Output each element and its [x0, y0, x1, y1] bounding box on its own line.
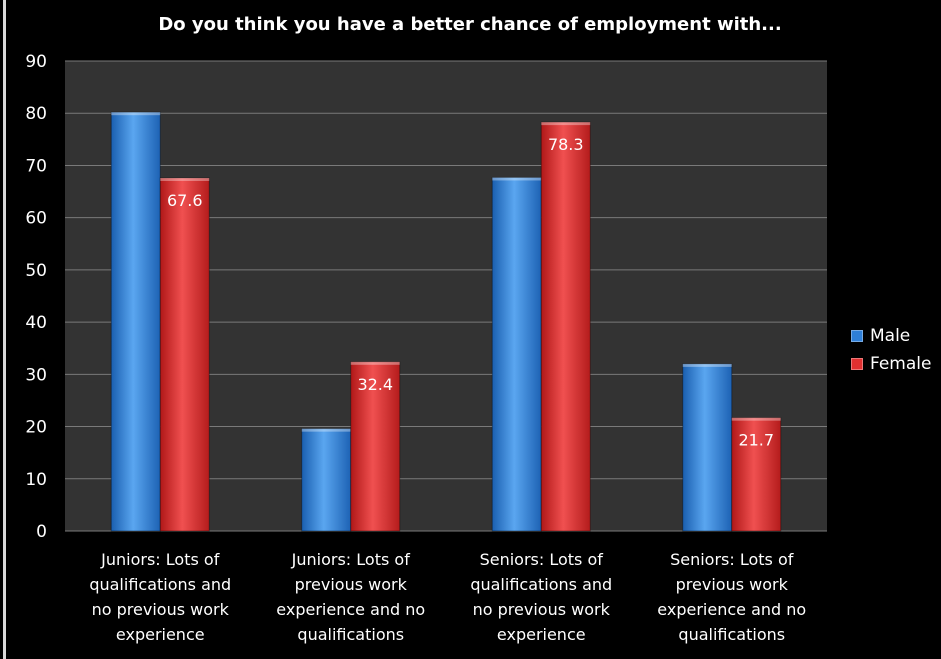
- bar-male: [301, 428, 352, 532]
- x-tick-label: Seniors: Lots of previous work experience …: [657, 550, 806, 644]
- y-tick-label: 60: [25, 209, 47, 229]
- y-tick-label: 90: [25, 52, 47, 72]
- x-tick-label: Seniors: Lots of qualifications and no pre…: [470, 550, 612, 644]
- legend-swatch-female: [851, 358, 863, 370]
- bar-male-highlight: [492, 177, 542, 181]
- data-label: 32.4: [357, 375, 393, 394]
- y-tick-label: 0: [36, 522, 47, 542]
- bar-female: [350, 361, 401, 532]
- y-tick-label: 70: [25, 156, 47, 176]
- bar-male-highlight: [111, 112, 161, 116]
- y-tick-label: 80: [25, 104, 47, 124]
- data-labels: 67.6 32.4 78.3 21.7: [167, 135, 774, 450]
- bar-female: [731, 417, 782, 532]
- data-label: 78.3: [548, 135, 584, 154]
- y-tick-label: 40: [25, 313, 47, 333]
- y-tick-label: 50: [25, 261, 47, 281]
- left-border: [3, 0, 6, 659]
- legend-label-female: Female: [870, 354, 932, 374]
- bar-female: [159, 177, 210, 532]
- bar-male-highlight: [682, 363, 732, 367]
- legend: Male Female: [851, 322, 931, 378]
- y-axis: 0 10 20 30 40 50 60 70 80 90: [25, 52, 47, 542]
- bar-female-highlight: [731, 417, 781, 421]
- data-label: 67.6: [167, 191, 203, 210]
- x-tick-label: Juniors: Lots of qualifications and no pre…: [89, 550, 231, 644]
- legend-swatch-male: [851, 330, 863, 342]
- bar-male: [682, 363, 733, 532]
- chart-title: Do you think you have a better chance of…: [158, 14, 782, 35]
- bar-female-highlight: [350, 361, 400, 365]
- bar-male-highlight: [301, 428, 351, 432]
- bar-female: [540, 121, 591, 532]
- legend-item-female: Female: [851, 350, 931, 378]
- legend-item-male: Male: [851, 322, 931, 350]
- bar-female-highlight: [541, 122, 591, 126]
- bars: [110, 111, 782, 532]
- bar-male: [110, 111, 161, 532]
- y-tick-label: 30: [25, 365, 47, 385]
- x-axis: Juniors: Lots of qualifications and no pre…: [89, 550, 806, 644]
- x-tick-label: Juniors: Lots of previous work experience …: [276, 550, 425, 644]
- legend-label-male: Male: [870, 326, 911, 346]
- data-label: 21.7: [738, 431, 774, 450]
- bar-male: [491, 176, 542, 532]
- y-tick-label: 20: [25, 418, 47, 438]
- y-tick-label: 10: [25, 470, 47, 490]
- bar-female-highlight: [160, 177, 210, 181]
